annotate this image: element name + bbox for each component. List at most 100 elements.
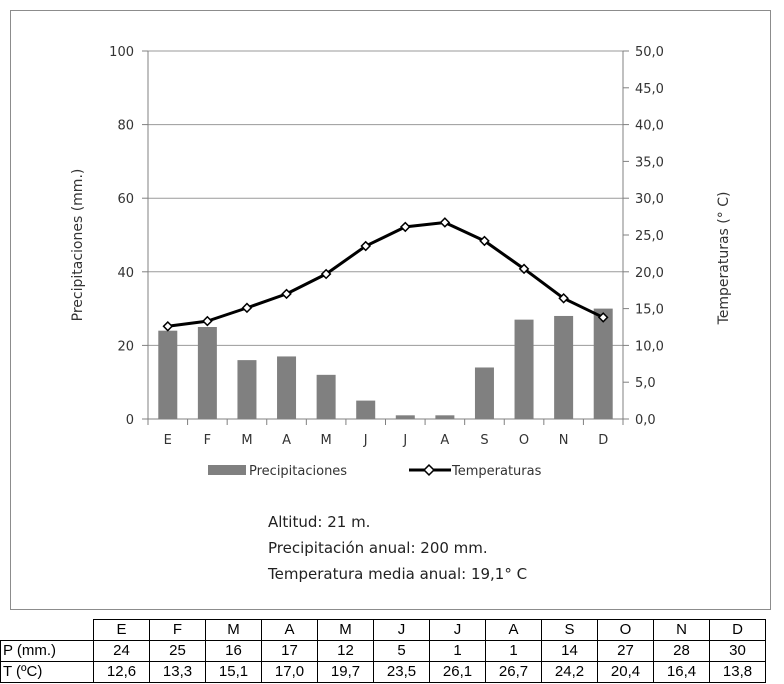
precipitation-bars <box>158 308 613 419</box>
bar-precipitaciones <box>316 374 336 419</box>
table-cell: 23,5 <box>373 661 430 683</box>
table-header-cell: S <box>541 619 598 641</box>
x-tick-label: J <box>363 433 368 448</box>
y-right-tick-label: 15,0 <box>635 303 664 318</box>
x-tick-label: S <box>480 433 488 448</box>
info-precipitacion-anual: Precipitación anual: 200 mm. <box>268 539 488 557</box>
point-temperaturas <box>360 240 372 252</box>
bar-precipitaciones <box>277 356 297 419</box>
table-cell: 12,6 <box>93 661 150 683</box>
bar-precipitaciones <box>435 415 455 419</box>
info-altitud: Altitud: 21 m. <box>268 513 370 531</box>
y-left-tick-label: 40 <box>117 266 134 281</box>
table-cell: 17 <box>261 640 318 662</box>
y-left-tick-label: 0 <box>126 413 134 428</box>
table-header-cell: D <box>709 619 766 641</box>
table-cell: 28 <box>653 640 710 662</box>
legend: Precipitaciones Temperaturas <box>208 463 542 479</box>
point-temperaturas <box>558 292 569 304</box>
table-cell: 1 <box>429 640 486 662</box>
table-header-cell: F <box>149 619 206 641</box>
table-cell: 24,2 <box>541 661 598 683</box>
y-right-tick-label: 35,0 <box>635 155 664 170</box>
table-cell: 20,4 <box>597 661 654 683</box>
x-tick-label: E <box>164 433 172 448</box>
chart-frame <box>10 10 771 610</box>
bar-precipitaciones <box>474 367 494 419</box>
point-temperaturas <box>518 263 530 275</box>
y-right-tick-label: 20,0 <box>635 266 664 281</box>
y-left-tick-label: 20 <box>117 339 134 354</box>
point-temperaturas <box>439 217 451 228</box>
table-header-cell: M <box>317 619 374 641</box>
bar-precipitaciones <box>237 360 257 419</box>
bar-precipitaciones <box>554 315 574 419</box>
legend-label-precipitaciones: Precipitaciones <box>249 464 347 479</box>
table-header-cell: J <box>373 619 430 641</box>
x-tick-label: O <box>519 433 529 448</box>
x-tick-label: N <box>559 433 569 448</box>
table-header-cell: A <box>261 619 318 641</box>
table-cell: 5 <box>373 640 430 662</box>
x-tick-label: J <box>402 433 407 448</box>
table-header-cell: J <box>429 619 486 641</box>
point-temperaturas <box>320 268 332 280</box>
point-temperaturas <box>399 221 411 233</box>
table-header-cell: O <box>597 619 654 641</box>
table-cell: 12 <box>317 640 374 662</box>
climate-chart: 0 20 40 60 80 100 0,0 5,0 10,0 15,0 20,0 25,0 30,0 35… <box>70 45 732 583</box>
table-row-label: P (mm.) <box>0 640 94 662</box>
table-cell: 30 <box>709 640 766 662</box>
info-temperatura-media: Temperatura media anual: 19,1° C <box>267 565 527 583</box>
bar-precipitaciones <box>158 330 178 419</box>
table-header-cell: M <box>205 619 262 641</box>
x-tick-label: D <box>598 433 608 448</box>
table-cell: 16 <box>205 640 262 662</box>
table-cell: 26,7 <box>485 661 542 683</box>
y-right-tick-label: 30,0 <box>635 192 664 207</box>
table-header-cell: N <box>653 619 710 641</box>
gridlines <box>148 50 623 346</box>
table-row: P (mm.) 24 25 16 17 12 5 1 1 14 27 28 30 <box>0 640 766 662</box>
table-row: T (ºC) 12,6 13,3 15,1 17,0 19,7 23,5 26,1 26,7 24… <box>0 661 766 683</box>
x-tick-label: M <box>241 433 252 448</box>
table-cell: 15,1 <box>205 661 262 683</box>
table-cell: 14 <box>541 640 598 662</box>
table-cell: 24 <box>93 640 150 662</box>
x-tick-label: M <box>321 433 332 448</box>
point-temperaturas <box>479 235 490 247</box>
table-cell: 26,1 <box>429 661 486 683</box>
bar-precipitaciones <box>356 400 376 419</box>
y-left-tick-label: 80 <box>117 119 134 134</box>
legend-swatch-precipitaciones <box>208 465 246 475</box>
table-cell: 17,0 <box>261 661 318 683</box>
legend-marker-temperaturas <box>422 463 436 477</box>
table-cell: 25 <box>149 640 206 662</box>
table-cell: 19,7 <box>317 661 374 683</box>
y-left-tick-label: 60 <box>117 192 134 207</box>
x-tick-label: A <box>440 433 449 448</box>
point-temperaturas <box>241 302 253 314</box>
y-right-tick-label: 50,0 <box>635 45 664 60</box>
bar-precipitaciones <box>197 327 217 419</box>
y-axis-right-title: Temperaturas (° C) <box>716 192 732 326</box>
axes <box>142 50 629 425</box>
x-tick-label: F <box>204 433 211 448</box>
temperature-line <box>162 217 609 332</box>
line-temperaturas <box>167 220 604 328</box>
point-temperaturas <box>202 315 213 327</box>
table-cell: 27 <box>597 640 654 662</box>
y-right-tick-label: 45,0 <box>635 82 664 97</box>
table-cell: 13,3 <box>149 661 206 683</box>
point-temperaturas <box>162 320 174 332</box>
y-right-tick-label: 10,0 <box>635 339 664 354</box>
bar-precipitaciones <box>395 415 415 419</box>
tick-labels: 0 20 40 60 80 100 0,0 5,0 10,0 15,0 20,0 25,0 30,0 35… <box>109 45 664 448</box>
bar-precipitaciones <box>514 319 534 419</box>
table-row-label: T (ºC) <box>0 661 94 683</box>
point-temperaturas <box>597 312 609 323</box>
legend-label-temperaturas: Temperaturas <box>451 464 542 479</box>
y-right-tick-label: 0,0 <box>635 413 656 428</box>
y-right-tick-label: 40,0 <box>635 119 664 134</box>
